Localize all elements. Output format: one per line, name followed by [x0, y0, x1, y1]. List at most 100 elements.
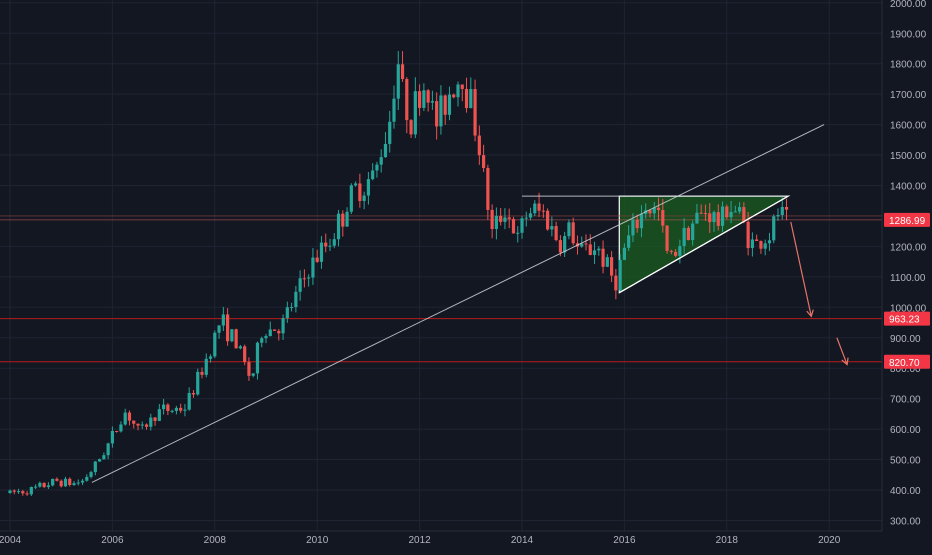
candle-up: [268, 329, 272, 336]
candle-down: [784, 206, 789, 210]
y-tick-label: 1900.00: [890, 29, 927, 40]
candle-down: [610, 257, 614, 276]
candle-down: [588, 244, 592, 255]
candle-up: [729, 212, 733, 218]
candle-up: [366, 179, 370, 196]
candle-down: [166, 404, 170, 412]
candle-up: [298, 278, 302, 292]
candle-down: [746, 221, 750, 249]
x-tick-label: 2006: [101, 535, 124, 546]
candle-up: [213, 332, 217, 357]
projection-arrow-shaft[interactable]: [836, 337, 848, 365]
candle-up: [46, 485, 50, 488]
y-tick-label: 1100.00: [890, 273, 926, 284]
candle-up: [371, 170, 375, 180]
long-trendline[interactable]: [91, 124, 825, 483]
candle-up: [110, 430, 114, 444]
candle-down: [21, 491, 25, 494]
candle-down: [200, 371, 204, 375]
candle-up: [174, 407, 178, 411]
candle-up: [392, 98, 396, 122]
candle-down: [742, 207, 746, 222]
candle-down: [507, 217, 511, 219]
candle-up: [652, 207, 656, 214]
candle-down: [708, 213, 712, 223]
candle-up: [447, 94, 452, 115]
candle-up: [430, 101, 434, 103]
candle-up: [38, 482, 42, 487]
candle-down: [277, 330, 281, 334]
candle-down: [324, 242, 328, 247]
price-tag-box[interactable]: [884, 311, 930, 326]
candle-up: [738, 207, 742, 212]
candle-down: [144, 424, 149, 427]
candle-up: [51, 478, 55, 486]
candle-up: [149, 417, 153, 427]
candle-down: [490, 209, 494, 229]
candle-up: [328, 245, 332, 247]
candle-up: [528, 213, 533, 218]
triangle-support-line[interactable]: [618, 195, 789, 294]
candle-down: [725, 206, 729, 218]
candle-down: [571, 222, 575, 244]
candle-down: [665, 225, 669, 251]
y-tick-label: 1600.00: [890, 121, 927, 132]
price-tags[interactable]: 1286.99 963.23 820.70: [884, 212, 930, 369]
candle-up: [733, 211, 737, 213]
candle-down: [452, 94, 456, 98]
candle-up: [102, 455, 106, 460]
candle-down: [546, 210, 550, 230]
candle-down: [477, 135, 481, 156]
candle-up: [76, 482, 80, 484]
y-tick-label: 400.00: [890, 486, 921, 497]
candle-down: [486, 167, 490, 210]
candle-up: [622, 247, 626, 260]
candle-down: [179, 407, 183, 411]
candle-up: [98, 459, 102, 462]
candle-down: [537, 203, 541, 211]
candle-up: [763, 243, 767, 249]
y-tick-label: 1800.00: [890, 60, 927, 71]
candle-down: [400, 64, 405, 80]
candle-up: [230, 329, 234, 342]
candle-up: [170, 410, 174, 412]
candle-up: [290, 307, 294, 309]
candle-up: [627, 235, 631, 248]
candle-up: [63, 478, 68, 487]
candle-up: [691, 223, 695, 241]
y-tick-label: 2000.00: [890, 0, 927, 10]
candle-up: [516, 232, 520, 234]
candle-up: [162, 404, 166, 410]
x-tick-label: 2004: [0, 535, 22, 546]
candle-up: [379, 157, 383, 165]
candle-up: [85, 476, 89, 481]
candle-down: [115, 430, 119, 432]
candle-down: [418, 91, 422, 108]
candle-up: [396, 64, 400, 99]
candle-down: [661, 210, 665, 226]
price-tag-box[interactable]: [884, 212, 930, 227]
candle-up: [72, 483, 76, 485]
y-tick-label: 900.00: [890, 334, 921, 345]
x-tick-label: 2016: [613, 535, 636, 546]
candle-up: [375, 164, 379, 171]
candle-down: [635, 219, 639, 229]
candle-down: [669, 250, 673, 252]
projection-arrow-shaft[interactable]: [790, 221, 812, 317]
candle-down: [699, 212, 703, 214]
candle-up: [208, 356, 213, 359]
candle-up: [439, 95, 443, 127]
candle-down: [132, 420, 136, 424]
candle-up: [780, 206, 784, 216]
candle-up: [533, 203, 537, 214]
price-tag-label: 820.70: [889, 358, 920, 369]
price-tag-box[interactable]: [884, 354, 930, 369]
y-tick-label: 300.00: [890, 516, 921, 527]
candle-up: [524, 217, 528, 219]
candle-up: [319, 242, 324, 262]
candle-down: [759, 241, 763, 249]
candle-up: [264, 335, 268, 339]
candle-up: [592, 250, 597, 255]
